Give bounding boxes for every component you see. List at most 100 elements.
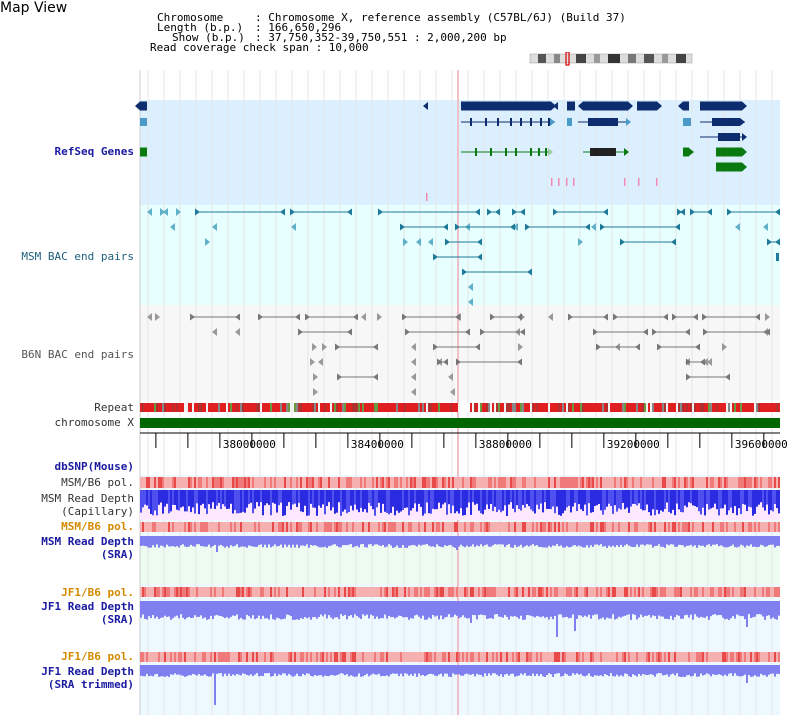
gene-arrow <box>775 208 780 216</box>
polymorphism-mark <box>162 477 164 488</box>
track-label-refseq[interactable]: RefSeq Genes <box>54 145 134 158</box>
polymorphism-mark <box>334 477 336 488</box>
track-label-msm-bac[interactable]: MSM BAC end pairs <box>21 250 134 263</box>
polymorphism-mark <box>450 587 452 597</box>
repeat-mark <box>398 403 400 412</box>
track-label-jf1-pol-2[interactable]: JF1/B6 pol. <box>61 650 134 663</box>
depth-bar <box>424 665 426 677</box>
gene-exon <box>545 148 547 156</box>
depth-bar <box>314 665 316 675</box>
repeat-mark <box>560 403 562 412</box>
depth-bar <box>714 536 716 545</box>
gene-arrow <box>695 343 700 351</box>
depth-bar <box>482 536 484 547</box>
polymorphism-mark <box>154 477 156 488</box>
chromosome-ideogram[interactable] <box>528 52 698 66</box>
depth-bar <box>188 601 190 617</box>
track-label-jf1-depth-sub[interactable]: (SRA) <box>100 613 134 626</box>
gene-arrow <box>742 101 747 111</box>
polymorphism-mark <box>620 477 622 488</box>
polymorphism-mark <box>634 522 636 532</box>
depth-bar <box>440 536 442 547</box>
depth-bar <box>216 536 218 552</box>
repeat-mark <box>534 403 536 412</box>
depth-bar <box>354 665 356 677</box>
depth-bar <box>552 536 554 546</box>
polymorphism-mark <box>404 522 406 532</box>
polymorphism-mark <box>626 587 628 597</box>
polymorphism-mark <box>524 652 526 662</box>
repeat-mark <box>680 403 682 412</box>
depth-bar <box>748 601 750 615</box>
repeat-mark <box>704 403 706 412</box>
polymorphism-mark <box>764 522 766 532</box>
polymorphism-mark <box>462 477 464 488</box>
depth-bar <box>570 665 572 676</box>
polymorphism-mark <box>370 522 372 532</box>
track-label-msm-depth-sra[interactable]: MSM Read Depth <box>41 535 134 548</box>
repeat-mark <box>212 403 214 412</box>
polymorphism-mark <box>566 522 568 532</box>
track-label-b6n-bac[interactable]: B6N BAC end pairs <box>21 348 134 361</box>
polymorphism-mark <box>278 522 280 532</box>
track-label-msm-depth-sra-sub[interactable]: (SRA) <box>100 548 134 561</box>
polymorphism-mark <box>738 652 740 662</box>
polymorphism-mark <box>598 477 600 488</box>
polymorphism-mark <box>708 522 710 532</box>
depth-bar <box>262 536 264 548</box>
track-label-jf1-trim[interactable]: JF1 Read Depth <box>41 665 134 678</box>
polymorphism-mark <box>218 652 220 662</box>
depth-bar <box>180 536 182 546</box>
polymorphism-mark <box>674 652 676 662</box>
polymorphism-mark <box>640 652 642 662</box>
repeat-mark <box>478 403 480 412</box>
polymorphism-mark <box>660 522 662 532</box>
depth-bar <box>372 665 374 674</box>
depth-bar <box>378 536 380 546</box>
polymorphism-mark <box>518 522 520 532</box>
repeat-mark <box>706 403 708 412</box>
track-label-msm-pol-2[interactable]: MSM/B6 pol. <box>61 520 134 533</box>
track-label-jf1-pol-1[interactable]: JF1/B6 pol. <box>61 586 134 599</box>
polymorphism-mark <box>604 522 606 532</box>
polymorphism-mark <box>210 587 212 597</box>
depth-bar <box>318 536 320 548</box>
depth-bar <box>672 490 674 510</box>
polymorphism-mark <box>238 477 240 488</box>
polymorphism-mark <box>364 587 366 597</box>
depth-bar <box>548 536 550 546</box>
depth-bar <box>270 490 272 516</box>
gene-exon <box>683 147 689 157</box>
depth-bar <box>528 490 530 507</box>
depth-bar <box>318 601 320 617</box>
polymorphism-mark <box>544 477 546 488</box>
track-label-dbsnp[interactable]: dbSNP(Mouse) <box>54 460 134 473</box>
polymorphism-mark <box>344 587 346 597</box>
depth-bar <box>346 665 348 675</box>
depth-bar <box>236 665 238 674</box>
polymorphism-mark <box>642 652 644 662</box>
polymorphism-mark <box>596 522 598 532</box>
depth-bar <box>562 665 564 677</box>
depth-bar <box>446 490 448 515</box>
polymorphism-mark <box>296 587 298 597</box>
depth-bar <box>622 536 624 547</box>
polymorphism-mark <box>728 522 730 532</box>
depth-bar <box>674 536 676 547</box>
depth-bar <box>144 536 146 546</box>
gene-exon <box>588 118 618 126</box>
depth-bar <box>332 601 334 620</box>
polymorphism-mark <box>472 522 474 532</box>
repeat-mark <box>696 403 698 412</box>
polymorphism-mark <box>206 652 208 662</box>
polymorphism-mark <box>262 652 264 662</box>
polymorphism-mark <box>478 522 480 532</box>
track-label-jf1-trim-sub[interactable]: (SRA trimmed) <box>47 678 134 691</box>
polymorphism-mark <box>680 522 682 532</box>
track-label-jf1-depth[interactable]: JF1 Read Depth <box>41 600 134 613</box>
polymorphism-mark <box>440 477 442 488</box>
repeat-mark <box>504 403 506 412</box>
polymorphism-mark <box>742 522 744 532</box>
snp-mark <box>638 178 640 186</box>
